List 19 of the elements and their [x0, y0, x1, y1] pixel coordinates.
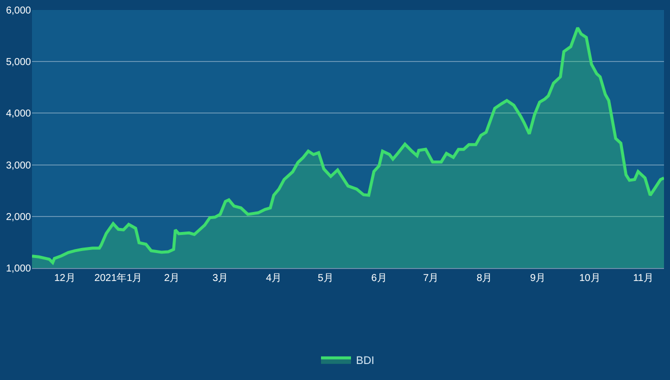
x-tick-label: 6月	[371, 273, 387, 284]
x-tick-label: 8月	[476, 273, 492, 284]
y-tick-label: 5,000	[6, 57, 32, 68]
y-tick-label: 4,000	[6, 108, 32, 120]
y-tick-label: 1,000	[6, 264, 32, 274]
y-tick-label: 3,000	[6, 160, 32, 172]
x-tick-label: 7月	[423, 273, 439, 284]
y-tick-label: 2,000	[6, 212, 32, 223]
x-tick-label: 3月	[212, 273, 228, 284]
x-tick-label: 4月	[266, 273, 282, 284]
x-tick-label: 2月	[164, 273, 180, 284]
x-tick-label: 10月	[579, 273, 600, 284]
x-tick-label: 12月	[54, 273, 76, 284]
legend-label: BDI	[356, 355, 374, 368]
x-tick-label: 11月	[633, 273, 654, 284]
x-tick-label: 9月	[530, 273, 546, 284]
x-tick-label: 5月	[318, 273, 334, 284]
y-tick-label: 6,000	[6, 6, 32, 16]
x-tick-label: 2021年1月	[94, 272, 142, 284]
